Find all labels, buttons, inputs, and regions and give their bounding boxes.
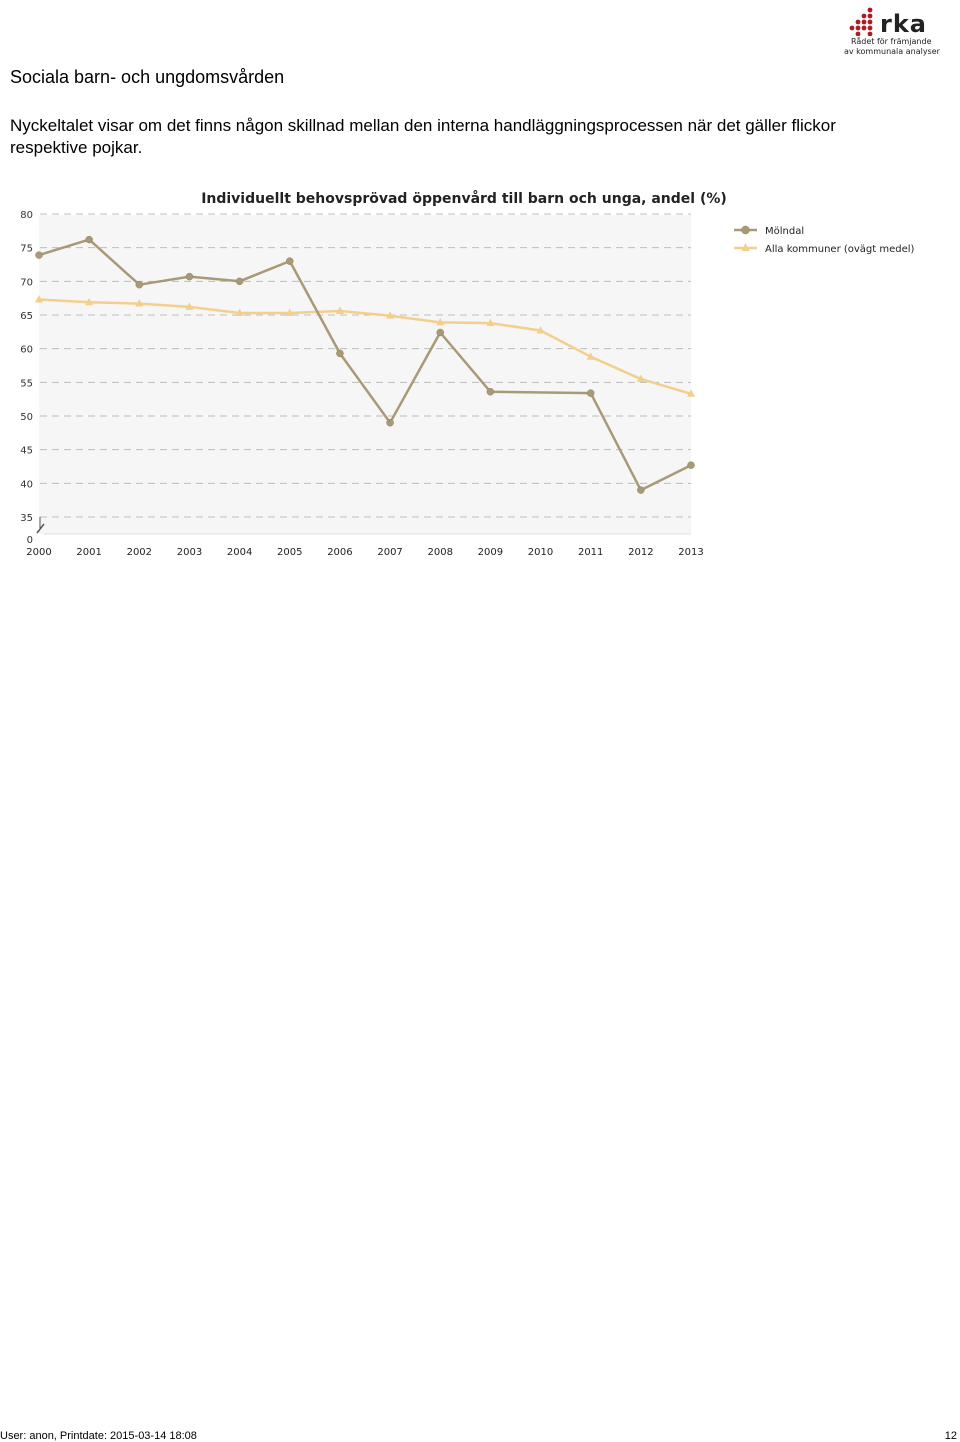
data-point [637,486,645,494]
logo-dots-icon [849,7,873,36]
chart-title: Individuellt behovsprövad öppenvård till… [201,190,727,207]
legend-label: Alla kommuner (ovägt medel) [765,244,915,255]
data-point [35,295,43,303]
logo-word: rka [880,10,927,38]
data-point [586,389,595,397]
data-point [687,389,695,397]
data-point [135,280,144,289]
data-point [436,317,445,326]
x-tick-label: 2013 [678,547,703,558]
x-tick-label: 2005 [277,547,302,558]
data-point [336,349,344,358]
data-point [285,308,294,316]
data-point [85,235,93,244]
y-tick-label: 55 [20,378,33,389]
x-tick-label: 2009 [478,547,503,558]
y-tick-label: 45 [20,446,33,457]
data-point [335,306,344,314]
x-tick-label: 2010 [528,547,553,558]
x-tick-label: 2003 [177,547,202,558]
data-point [636,374,645,382]
data-point [436,328,444,337]
y-tick-label: 40 [20,479,33,490]
grid-lines [40,213,691,518]
y-tick-label: 50 [20,412,33,423]
legend-label: Mölndal [765,226,804,237]
x-tick-label: 2004 [227,547,252,558]
series-group [35,235,695,494]
description: Nyckeltalet visar om det finns någon ski… [10,116,836,157]
logo-subtitle-2: av kommunala analyser [844,47,940,56]
x-tick-label: 2011 [578,547,603,558]
rka-logo: rka Rådet för främjande av kommunala ana… [842,4,940,56]
y-tick-label: 70 [20,277,33,288]
x-tick-label: 2008 [428,547,453,558]
y-tick-label: 75 [20,244,33,255]
x-axis-ticks: 2000 2001 2002 2003 2004 2005 2006 2007 2008 2009… [26,547,703,558]
x-tick-label: 2007 [377,547,402,558]
logo-subtitle-1: Rådet för främjande [851,37,932,46]
data-point [286,257,294,265]
data-point [235,308,244,316]
y-tick-label-zero: 0 [27,535,33,546]
legend: Mölndal Alla kommuner (ovägt medel) [734,225,915,255]
x-tick-label: 2002 [127,547,152,558]
data-point [687,461,695,469]
data-point [386,311,395,319]
legend-marker [741,225,750,235]
x-tick-label: 2001 [76,547,101,558]
axis-break [36,517,691,535]
data-point [135,299,144,307]
y-axis-ticks: 35 40 45 50 55 60 65 70 75 80 0 [20,210,33,546]
data-point [235,277,244,286]
data-point [486,318,495,327]
legend-marker [741,243,750,251]
data-point [486,388,495,396]
data-point [35,251,43,259]
x-tick-label: 2006 [327,547,352,558]
x-tick-label: 2000 [26,547,51,558]
y-tick-label: 80 [20,210,33,221]
footer-user-printdate: User: anon, Printdate: 2015-03-14 18:08 [0,1430,197,1442]
plot-background [39,215,691,534]
data-point [536,325,545,334]
series-line [38,298,692,395]
data-point [185,302,194,310]
section-title: Sociala barn- och ungdomsvården [10,67,285,87]
data-point [386,418,394,427]
data-point [185,272,194,281]
data-point [586,352,595,360]
axis-break-mark [36,523,45,534]
data-point [85,297,94,306]
y-tick-label: 60 [20,345,33,356]
footer-page-number: 12 [944,1430,957,1442]
y-tick-label: 65 [20,311,33,322]
x-tick-label: 2012 [628,547,653,558]
y-tick-label: 35 [20,513,33,524]
